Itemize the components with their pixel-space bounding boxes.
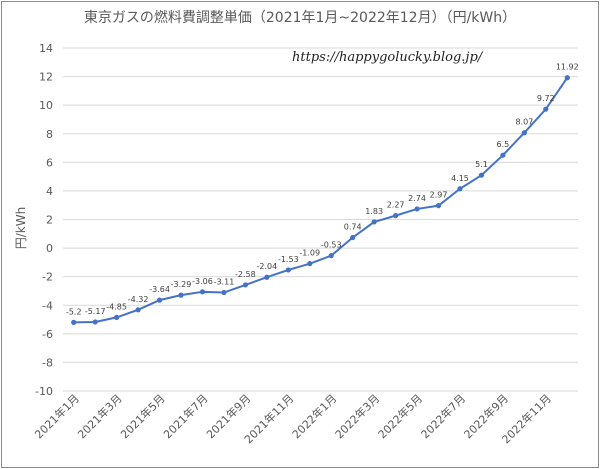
data-label: 11.92 (556, 63, 579, 72)
y-tick-label: 0 (46, 242, 53, 255)
y-tick-label: 8 (46, 128, 53, 141)
blog-url-annotation: https://happygolucky.blog.jp/ (292, 50, 484, 65)
data-label: 5.1 (475, 160, 488, 169)
x-tick-label: 2022年1月 (289, 391, 339, 441)
data-point (156, 297, 163, 303)
data-label: 6.5 (497, 140, 510, 149)
data-label: -1.53 (278, 255, 299, 264)
data-point (71, 319, 77, 325)
y-tick-label: 10 (39, 99, 53, 112)
data-label: 2.27 (387, 201, 405, 210)
y-tick-label: -4 (42, 299, 53, 312)
data-point (285, 267, 291, 273)
y-tick-label: 6 (46, 156, 53, 169)
data-label: 2.74 (408, 194, 426, 203)
data-label: -3.06 (192, 277, 213, 286)
data-point (178, 292, 184, 298)
x-tick-label: 2022年5月 (375, 391, 425, 441)
data-points (71, 75, 570, 325)
data-label: -4.32 (128, 295, 149, 304)
y-axis-label: 円/kWh (14, 207, 28, 249)
data-point (307, 261, 313, 267)
data-label: -3.29 (171, 280, 192, 289)
data-point (135, 307, 141, 313)
x-tick-labels: 2021年1月2021年3月2021年5月2021年7月2021年9月2021年… (32, 391, 554, 446)
y-tick-label: 12 (39, 71, 53, 84)
data-point (199, 289, 206, 295)
gridlines (63, 47, 578, 392)
y-tick-label: 2 (46, 214, 53, 227)
x-tick-label: 2022年3月 (332, 391, 382, 441)
data-point (521, 130, 527, 136)
data-point (92, 319, 98, 325)
data-label: -0.53 (321, 241, 342, 250)
data-label: -1.09 (299, 249, 320, 258)
x-tick-label: 2021年1月 (32, 391, 82, 441)
data-label: 8.07 (515, 118, 533, 127)
chart-title: 東京ガスの燃料費調整単価（2021年1月~2022年12月）（円/kWh） (84, 9, 516, 26)
y-tick-label: -6 (42, 328, 53, 341)
data-point (478, 172, 485, 178)
data-point (264, 274, 270, 280)
data-point (242, 282, 248, 288)
x-tick-label: 2021年5月 (117, 391, 167, 441)
data-point (393, 213, 399, 219)
y-tick-label: -10 (35, 385, 53, 398)
y-tick-label: -2 (42, 271, 53, 284)
data-point (350, 234, 356, 241)
x-tick-label: 2022年7月 (418, 391, 468, 441)
data-label: 0.74 (344, 223, 362, 232)
data-label: -4.85 (106, 302, 127, 311)
data-label: -2.04 (257, 262, 278, 271)
y-tick-label: -8 (42, 356, 53, 369)
y-tick-label: 14 (39, 42, 53, 55)
data-point (457, 186, 463, 192)
data-label: 9.72 (537, 94, 555, 103)
data-point (543, 106, 549, 112)
data-point (564, 75, 570, 81)
data-point (414, 206, 420, 212)
data-label: -3.64 (149, 285, 170, 294)
x-tick-label: 2021年3月 (75, 391, 125, 441)
data-point (328, 253, 334, 259)
data-point (221, 289, 227, 296)
series-line (73, 77, 569, 324)
data-label: 1.83 (365, 207, 383, 216)
data-labels: -5.2 -5.17-4.85-4.32-3.64-3.29 -3.06 -3.11-… (66, 63, 579, 317)
data-label: 2.97 (430, 191, 448, 200)
data-point (500, 152, 506, 158)
data-label: -3.11 (214, 278, 235, 287)
x-tick-label: 2021年7月 (160, 391, 210, 441)
data-label: -5.2 (66, 307, 82, 316)
y-tick-labels: -10 -8 -6 -4 -2 0 2 4 6 8 10 12 14 (35, 42, 53, 398)
data-point (435, 203, 442, 209)
data-label: 4.15 (451, 174, 469, 183)
data-label: -2.58 (235, 270, 256, 279)
data-point (114, 314, 120, 320)
data-label: -5.17 (85, 307, 106, 316)
y-tick-label: 4 (46, 185, 53, 198)
data-point (371, 219, 377, 225)
